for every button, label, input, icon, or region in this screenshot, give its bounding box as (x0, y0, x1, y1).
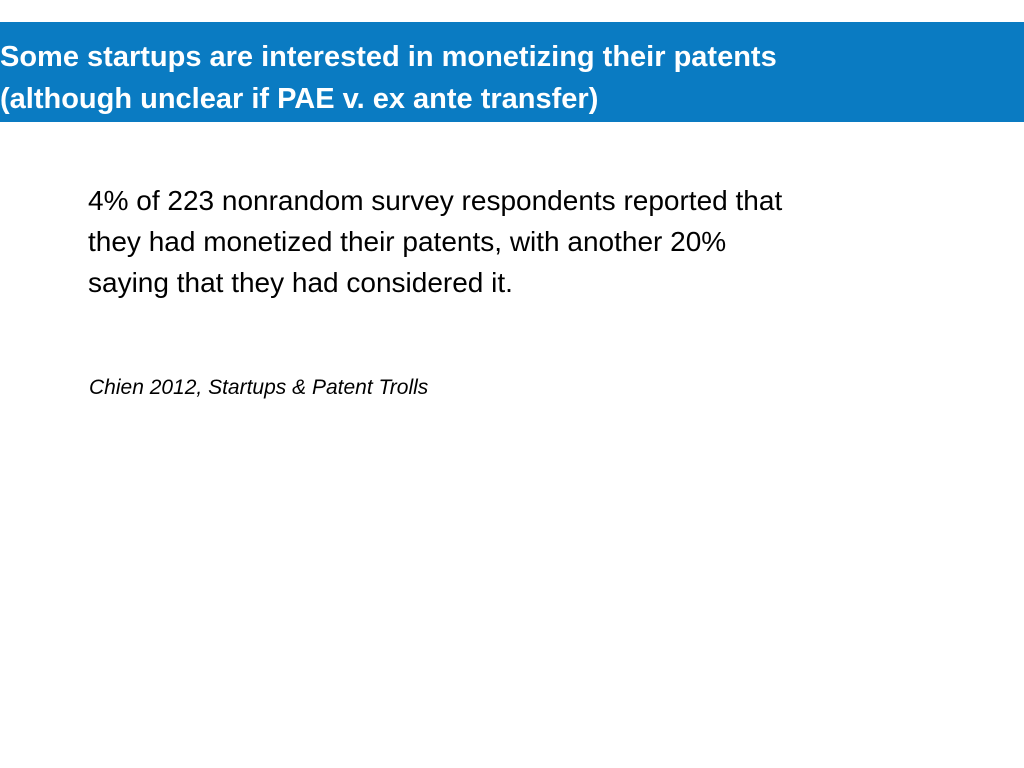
citation: Chien 2012, Startups & Patent Trolls (89, 376, 429, 399)
body-line-3: saying that they had considered it. (88, 267, 513, 298)
body-line-2: they had monetized their patents, with a… (88, 226, 727, 257)
slide-title-line-2: (although unclear if PAE v. ex ante tran… (0, 83, 599, 115)
body-line-1: 4% of 223 nonrandom survey respondents r… (88, 185, 783, 216)
body-paragraph: 4% of 223 nonrandom survey respondents r… (88, 180, 968, 303)
title-bar: Some startups are interested in monetizi… (0, 22, 1024, 122)
slide-title-line-1: Some startups are interested in monetizi… (0, 41, 777, 73)
